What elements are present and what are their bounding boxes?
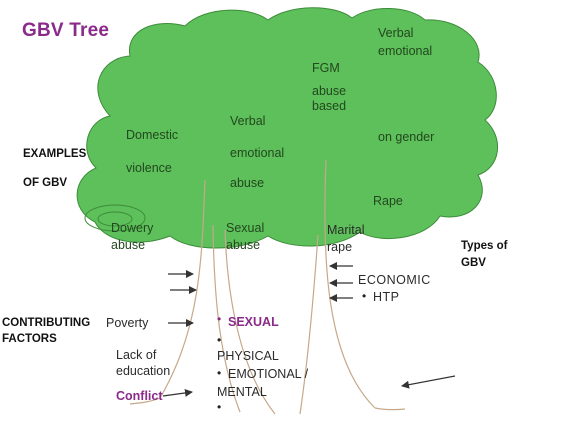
factor-education: education: [116, 364, 171, 378]
bullet-htp: •: [362, 289, 367, 303]
label-marital: Marital: [327, 223, 365, 237]
bullet-sexual: •: [217, 312, 222, 326]
label-emotional-1: emotional: [230, 146, 285, 160]
label-verbal-2: Verbal: [378, 26, 414, 40]
label-sexual: Sexual: [226, 221, 265, 235]
trunk-line-right: [324, 159, 376, 409]
contributing-label-line2: FACTORS: [2, 333, 57, 345]
type-htp: HTP: [373, 290, 400, 304]
label-emotional-2: emotional: [378, 44, 433, 58]
label-sexual-abuse: abuse: [226, 238, 261, 252]
arrow-conflict: [162, 388, 193, 397]
trunk-line-left-inner: [212, 224, 241, 413]
canopy-knot: [84, 204, 146, 232]
bullet-emotional: •: [217, 366, 222, 380]
diagram-title: GBV Tree: [22, 20, 110, 41]
root-right: [374, 407, 406, 411]
label-rape: Rape: [373, 194, 403, 208]
factor-lack-of: Lack of: [116, 348, 157, 362]
type-economic: ECONOMIC: [358, 273, 431, 287]
examples-label-line2: OF GBV: [23, 177, 68, 189]
canopy-shape: [76, 7, 499, 249]
type-mental: MENTAL: [217, 385, 267, 399]
bullet-extra: •: [217, 400, 222, 414]
type-sexual: SEXUAL: [228, 315, 279, 329]
trunk-line-right-inner: [299, 234, 319, 415]
types-label-line1: Types of: [461, 240, 508, 252]
tree-canopy: [76, 7, 499, 249]
label-fgm: FGM: [312, 61, 340, 75]
label-verbal-1: Verbal: [230, 114, 266, 128]
canopy-knot-inner: [97, 211, 133, 227]
type-emotional: EMOTIONAL /: [228, 367, 309, 381]
examples-label-line1: EXAMPLES: [23, 148, 87, 160]
factor-conflict: Conflict: [116, 389, 163, 403]
label-on-gender: on gender: [378, 130, 435, 144]
factor-poverty: Poverty: [106, 316, 149, 330]
arrow-bottom-right: [401, 375, 456, 389]
label-domestic: Domestic: [126, 128, 179, 142]
label-dowery: Dowery: [111, 221, 154, 235]
arrows: [162, 262, 456, 397]
label-abuse-based-2: based: [312, 99, 347, 113]
trunk-line-center: [224, 229, 276, 415]
type-physical: PHYSICAL: [217, 349, 279, 363]
bullet-physical: •: [217, 333, 222, 347]
types-label-line2: GBV: [461, 257, 486, 269]
label-abuse-based-1: abuse: [312, 84, 347, 98]
root-left: [129, 397, 161, 405]
label-marital-rape: rape: [327, 240, 353, 254]
label-dowery-abuse: abuse: [111, 238, 146, 252]
label-abuse-1: abuse: [230, 176, 265, 190]
label-violence: violence: [126, 161, 172, 175]
contributing-label-line1: CONTRIBUTING: [2, 317, 91, 329]
